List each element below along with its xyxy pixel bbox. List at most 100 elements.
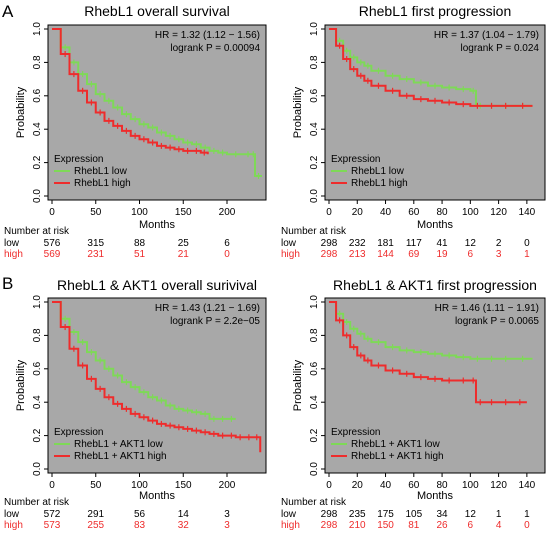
- risk-value: 298: [321, 249, 338, 260]
- risk-value: 4: [496, 520, 502, 531]
- y-tick-label: 0.8: [309, 328, 320, 342]
- chart-panel-4: RhebL1 & AKT1 first progression 0.0 0.2 0.4…: [281, 277, 546, 531]
- x-tick-label: 0: [49, 207, 55, 218]
- x-tick-label: 140: [519, 480, 536, 491]
- risk-row-label-high: high: [281, 520, 300, 531]
- risk-value: 175: [377, 509, 394, 520]
- chart-panel-1: RhebL1 overall survival 0.0 0.2 0.4 0.6 0.8 1.…: [4, 3, 267, 260]
- risk-value: 6: [468, 249, 474, 260]
- y-tick-label: 0.8: [32, 55, 43, 69]
- x-axis-label: Months: [417, 219, 454, 231]
- logrank-text: logrank P = 0.024: [461, 43, 540, 54]
- x-tick-label: 20: [352, 207, 364, 218]
- logrank-text: logrank P = 0.0065: [455, 316, 539, 327]
- risk-value: 3: [224, 509, 230, 520]
- plot-area: [47, 24, 267, 201]
- risk-value: 0: [524, 238, 530, 249]
- risk-value: 0: [524, 520, 530, 531]
- x-tick-label: 100: [462, 207, 479, 218]
- x-tick-label: 60: [408, 207, 420, 218]
- y-axis-label: Probability: [292, 359, 304, 411]
- y-tick-label: 0.4: [32, 122, 43, 136]
- legend-entry: RhebL1 + AKT1 low: [74, 439, 163, 450]
- x-tick-label: 120: [490, 207, 507, 218]
- risk-value: 232: [349, 238, 366, 249]
- x-axis-label: Months: [139, 219, 176, 231]
- risk-value: 6: [468, 520, 474, 531]
- plot-area: [324, 297, 546, 474]
- risk-value: 298: [321, 509, 338, 520]
- risk-value: 88: [134, 238, 146, 249]
- legend-title: Expression: [331, 154, 380, 165]
- series-line-high: [52, 28, 209, 155]
- legend-entry: RhebL1 high: [351, 178, 408, 189]
- hr-text: HR = 1.46 (1.11 − 1.91): [435, 303, 539, 314]
- x-tick-label: 50: [90, 480, 102, 491]
- y-tick-label: 0.6: [309, 88, 320, 102]
- x-tick-label: 80: [437, 480, 449, 491]
- hr-text: HR = 1.37 (1.04 − 1.79): [434, 30, 539, 41]
- legend-entry: RhebL1 high: [74, 178, 131, 189]
- x-axis-label: Months: [139, 490, 176, 502]
- risk-value: 105: [405, 509, 422, 520]
- risk-value: 315: [87, 238, 104, 249]
- legend-title: Expression: [331, 427, 380, 438]
- risk-value: 231: [87, 249, 104, 260]
- panel-letter-b: B: [2, 274, 13, 293]
- risk-value: 81: [408, 520, 420, 531]
- y-tick-label: 1.0: [32, 22, 43, 36]
- chart-title: RhebL1 first progression: [359, 3, 512, 19]
- risk-value: 255: [87, 520, 104, 531]
- series-line-low: [329, 301, 533, 360]
- y-tick-label: 0.0: [309, 462, 320, 476]
- y-tick-label: 0.6: [32, 88, 43, 102]
- risk-value: 117: [406, 238, 422, 249]
- risk-value: 291: [87, 509, 104, 520]
- y-axis-label: Probability: [15, 359, 27, 411]
- risk-value: 56: [134, 509, 146, 520]
- risk-value: 51: [134, 249, 146, 260]
- x-tick-label: 20: [352, 480, 364, 491]
- risk-value: 14: [178, 509, 190, 520]
- y-axis-label: Probability: [15, 86, 27, 138]
- x-tick-label: 50: [90, 207, 102, 218]
- hr-text: HR = 1.32 (1.12 − 1.56): [155, 30, 260, 41]
- series-line-high: [329, 28, 533, 107]
- y-tick-label: 0.4: [32, 395, 43, 409]
- x-tick-label: 60: [408, 480, 420, 491]
- y-tick-label: 0.2: [32, 428, 43, 442]
- y-tick-label: 0.2: [309, 428, 320, 442]
- x-tick-label: 100: [131, 480, 148, 491]
- risk-value: 12: [465, 238, 477, 249]
- x-tick-label: 0: [326, 207, 332, 218]
- risk-value: 19: [437, 249, 449, 260]
- chart-panel-2: RhebL1 first progression 0.0 0.2 0.4 0.6 0.8 1…: [281, 3, 546, 260]
- chart-title: RhebL1 overall survival: [84, 3, 230, 19]
- x-tick-label: 200: [219, 480, 236, 491]
- risk-value: 32: [178, 520, 190, 531]
- risk-value: 1: [524, 509, 530, 520]
- y-tick-label: 0.4: [309, 395, 320, 409]
- risk-value: 1: [524, 249, 530, 260]
- y-tick-label: 0.4: [309, 122, 320, 136]
- x-tick-label: 80: [437, 207, 449, 218]
- risk-value: 572: [44, 509, 61, 520]
- x-tick-label: 40: [380, 207, 392, 218]
- risk-value: 576: [44, 238, 61, 249]
- risk-value: 150: [377, 520, 394, 531]
- risk-value: 25: [178, 238, 190, 249]
- plot-area: [324, 24, 546, 201]
- plot-area: [47, 297, 267, 474]
- risk-row-label-low: low: [281, 509, 297, 520]
- risk-value: 569: [44, 249, 61, 260]
- x-tick-label: 100: [462, 480, 479, 491]
- y-tick-label: 0.6: [309, 361, 320, 375]
- series-line-high: [329, 301, 527, 404]
- y-tick-label: 0.0: [32, 189, 43, 203]
- risk-value: 6: [224, 238, 230, 249]
- chart-panel-3: RhebL1 & AKT1 overall surivival 0.0 0.2 0.4…: [4, 277, 267, 531]
- x-tick-label: 150: [175, 207, 192, 218]
- y-tick-label: 0.2: [309, 155, 320, 169]
- risk-value: 210: [349, 520, 366, 531]
